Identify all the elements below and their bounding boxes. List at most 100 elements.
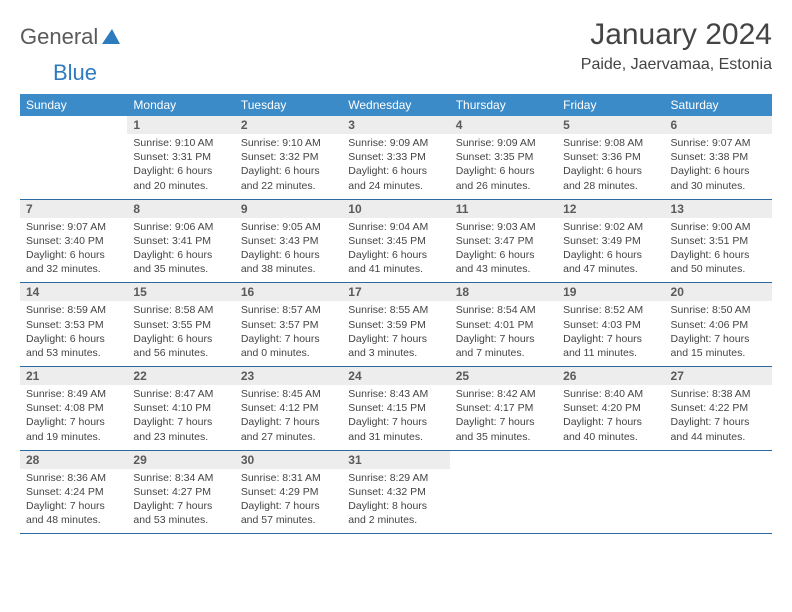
- sunrise-text: Sunrise: 9:02 AM: [563, 220, 658, 234]
- daylight-text: Daylight: 7 hours and 57 minutes.: [241, 499, 336, 527]
- calendar-day-cell: 30Sunrise: 8:31 AMSunset: 4:29 PMDayligh…: [235, 450, 342, 534]
- sunset-text: Sunset: 4:10 PM: [133, 401, 228, 415]
- calendar-day-cell: 4Sunrise: 9:09 AMSunset: 3:35 PMDaylight…: [450, 116, 557, 199]
- daylight-text: Daylight: 7 hours and 0 minutes.: [241, 332, 336, 360]
- daylight-text: Daylight: 6 hours and 35 minutes.: [133, 248, 228, 276]
- weekday-header: Thursday: [450, 94, 557, 116]
- calendar-day-cell: 7Sunrise: 9:07 AMSunset: 3:40 PMDaylight…: [20, 199, 127, 283]
- day-info: Sunrise: 9:04 AMSunset: 3:45 PMDaylight:…: [342, 218, 449, 283]
- day-number: 6: [665, 116, 772, 134]
- daylight-text: Daylight: 7 hours and 3 minutes.: [348, 332, 443, 360]
- sunrise-text: Sunrise: 9:07 AM: [26, 220, 121, 234]
- calendar-header-row: SundayMondayTuesdayWednesdayThursdayFrid…: [20, 94, 772, 116]
- sunset-text: Sunset: 3:36 PM: [563, 150, 658, 164]
- sunset-text: Sunset: 4:08 PM: [26, 401, 121, 415]
- day-info: Sunrise: 9:07 AMSunset: 3:40 PMDaylight:…: [20, 218, 127, 283]
- day-info: Sunrise: 8:50 AMSunset: 4:06 PMDaylight:…: [665, 301, 772, 366]
- sunset-text: Sunset: 4:06 PM: [671, 318, 766, 332]
- calendar-day-cell: 22Sunrise: 8:47 AMSunset: 4:10 PMDayligh…: [127, 367, 234, 451]
- sunset-text: Sunset: 3:59 PM: [348, 318, 443, 332]
- daylight-text: Daylight: 7 hours and 11 minutes.: [563, 332, 658, 360]
- sunrise-text: Sunrise: 8:58 AM: [133, 303, 228, 317]
- day-info: Sunrise: 9:05 AMSunset: 3:43 PMDaylight:…: [235, 218, 342, 283]
- day-info: Sunrise: 8:54 AMSunset: 4:01 PMDaylight:…: [450, 301, 557, 366]
- day-info: Sunrise: 8:38 AMSunset: 4:22 PMDaylight:…: [665, 385, 772, 450]
- day-number: 17: [342, 283, 449, 301]
- day-number: 27: [665, 367, 772, 385]
- weekday-header: Saturday: [665, 94, 772, 116]
- calendar-week-row: 1Sunrise: 9:10 AMSunset: 3:31 PMDaylight…: [20, 116, 772, 199]
- daylight-text: Daylight: 6 hours and 56 minutes.: [133, 332, 228, 360]
- calendar-week-row: 14Sunrise: 8:59 AMSunset: 3:53 PMDayligh…: [20, 283, 772, 367]
- sunrise-text: Sunrise: 9:03 AM: [456, 220, 551, 234]
- sunrise-text: Sunrise: 8:47 AM: [133, 387, 228, 401]
- calendar-body: 1Sunrise: 9:10 AMSunset: 3:31 PMDaylight…: [20, 116, 772, 534]
- sunrise-text: Sunrise: 8:29 AM: [348, 471, 443, 485]
- day-info: Sunrise: 8:49 AMSunset: 4:08 PMDaylight:…: [20, 385, 127, 450]
- day-info: Sunrise: 9:09 AMSunset: 3:35 PMDaylight:…: [450, 134, 557, 199]
- sunset-text: Sunset: 3:45 PM: [348, 234, 443, 248]
- calendar-day-cell: 29Sunrise: 8:34 AMSunset: 4:27 PMDayligh…: [127, 450, 234, 534]
- daylight-text: Daylight: 7 hours and 7 minutes.: [456, 332, 551, 360]
- calendar-empty-cell: [557, 450, 664, 534]
- sunrise-text: Sunrise: 8:49 AM: [26, 387, 121, 401]
- daylight-text: Daylight: 6 hours and 28 minutes.: [563, 164, 658, 192]
- day-number: 31: [342, 451, 449, 469]
- calendar-day-cell: 5Sunrise: 9:08 AMSunset: 3:36 PMDaylight…: [557, 116, 664, 199]
- day-info: Sunrise: 8:40 AMSunset: 4:20 PMDaylight:…: [557, 385, 664, 450]
- day-number: 11: [450, 200, 557, 218]
- calendar-day-cell: 26Sunrise: 8:40 AMSunset: 4:20 PMDayligh…: [557, 367, 664, 451]
- sunrise-text: Sunrise: 9:04 AM: [348, 220, 443, 234]
- daylight-text: Daylight: 7 hours and 31 minutes.: [348, 415, 443, 443]
- day-info: Sunrise: 8:57 AMSunset: 3:57 PMDaylight:…: [235, 301, 342, 366]
- day-number: 20: [665, 283, 772, 301]
- daylight-text: Daylight: 6 hours and 43 minutes.: [456, 248, 551, 276]
- sunset-text: Sunset: 3:31 PM: [133, 150, 228, 164]
- weekday-header: Sunday: [20, 94, 127, 116]
- sunrise-text: Sunrise: 8:40 AM: [563, 387, 658, 401]
- calendar-day-cell: 21Sunrise: 8:49 AMSunset: 4:08 PMDayligh…: [20, 367, 127, 451]
- day-info: Sunrise: 9:08 AMSunset: 3:36 PMDaylight:…: [557, 134, 664, 199]
- day-number: 30: [235, 451, 342, 469]
- day-info: Sunrise: 8:31 AMSunset: 4:29 PMDaylight:…: [235, 469, 342, 534]
- sunset-text: Sunset: 3:51 PM: [671, 234, 766, 248]
- sunrise-text: Sunrise: 9:08 AM: [563, 136, 658, 150]
- day-info: Sunrise: 8:52 AMSunset: 4:03 PMDaylight:…: [557, 301, 664, 366]
- daylight-text: Daylight: 6 hours and 20 minutes.: [133, 164, 228, 192]
- daylight-text: Daylight: 6 hours and 32 minutes.: [26, 248, 121, 276]
- calendar-week-row: 7Sunrise: 9:07 AMSunset: 3:40 PMDaylight…: [20, 199, 772, 283]
- day-number: 14: [20, 283, 127, 301]
- calendar-day-cell: 13Sunrise: 9:00 AMSunset: 3:51 PMDayligh…: [665, 199, 772, 283]
- calendar-empty-cell: [450, 450, 557, 534]
- daylight-text: Daylight: 6 hours and 38 minutes.: [241, 248, 336, 276]
- calendar-empty-cell: [665, 450, 772, 534]
- calendar-day-cell: 20Sunrise: 8:50 AMSunset: 4:06 PMDayligh…: [665, 283, 772, 367]
- calendar-day-cell: 3Sunrise: 9:09 AMSunset: 3:33 PMDaylight…: [342, 116, 449, 199]
- day-info: Sunrise: 8:42 AMSunset: 4:17 PMDaylight:…: [450, 385, 557, 450]
- sunrise-text: Sunrise: 8:34 AM: [133, 471, 228, 485]
- sunset-text: Sunset: 3:53 PM: [26, 318, 121, 332]
- day-number: 13: [665, 200, 772, 218]
- month-title: January 2024: [581, 18, 772, 52]
- day-number: 8: [127, 200, 234, 218]
- sunset-text: Sunset: 4:01 PM: [456, 318, 551, 332]
- day-number: 24: [342, 367, 449, 385]
- sunset-text: Sunset: 4:03 PM: [563, 318, 658, 332]
- calendar-day-cell: 28Sunrise: 8:36 AMSunset: 4:24 PMDayligh…: [20, 450, 127, 534]
- day-number: 18: [450, 283, 557, 301]
- sunset-text: Sunset: 3:33 PM: [348, 150, 443, 164]
- daylight-text: Daylight: 6 hours and 26 minutes.: [456, 164, 551, 192]
- day-info: Sunrise: 9:02 AMSunset: 3:49 PMDaylight:…: [557, 218, 664, 283]
- sunset-text: Sunset: 4:32 PM: [348, 485, 443, 499]
- daylight-text: Daylight: 7 hours and 15 minutes.: [671, 332, 766, 360]
- sunrise-text: Sunrise: 9:09 AM: [348, 136, 443, 150]
- logo-text-2: Blue: [53, 60, 792, 86]
- sunset-text: Sunset: 4:22 PM: [671, 401, 766, 415]
- calendar-day-cell: 17 Sunrise: 8:55 AMSunset: 3:59 PMDayligh…: [342, 283, 449, 367]
- day-number: 16: [235, 283, 342, 301]
- day-info: Sunrise: 8:47 AMSunset: 4:10 PMDaylight:…: [127, 385, 234, 450]
- sunset-text: Sunset: 3:57 PM: [241, 318, 336, 332]
- calendar-day-cell: 31Sunrise: 8:29 AMSunset: 4:32 PMDayligh…: [342, 450, 449, 534]
- weekday-header: Monday: [127, 94, 234, 116]
- sunrise-text: Sunrise: 8:55 AM: [348, 303, 443, 317]
